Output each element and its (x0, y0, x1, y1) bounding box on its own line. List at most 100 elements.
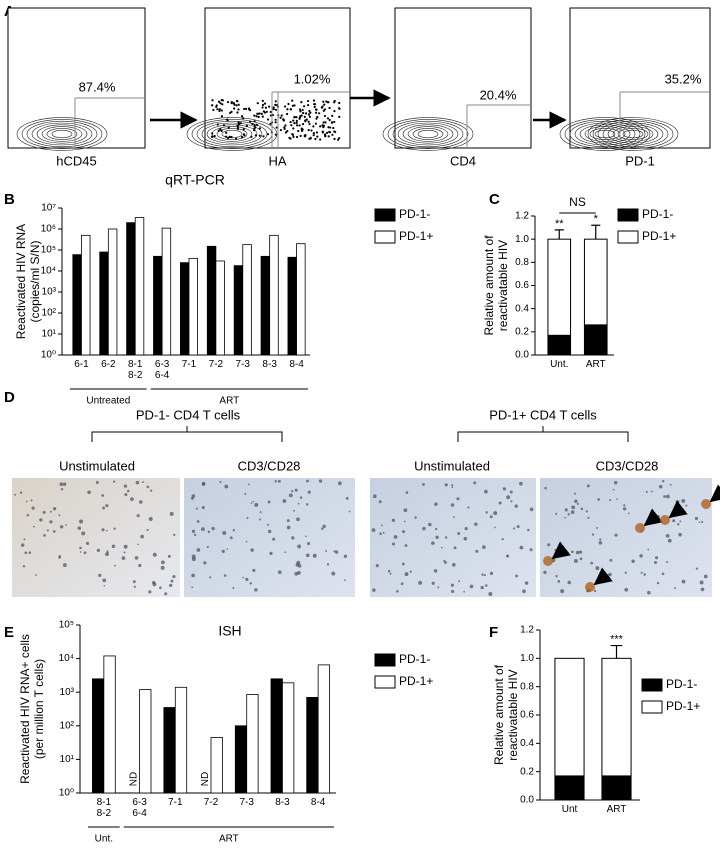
event-dot (319, 125, 322, 128)
cell (679, 520, 682, 523)
cell (23, 538, 26, 541)
cell (560, 589, 565, 594)
event-dot (325, 131, 329, 134)
gate-percent: 35.2% (665, 71, 702, 86)
event-dot (286, 108, 289, 111)
event-dot (236, 111, 239, 114)
x-tick-label: 7-2 (203, 797, 219, 808)
event-dot (274, 133, 277, 136)
event-dot (235, 104, 238, 107)
cell (674, 587, 677, 590)
significance: ** (555, 218, 564, 230)
y-tick-label: 0.4 (520, 738, 534, 749)
event-dot (226, 136, 230, 140)
cell (493, 511, 498, 516)
event-dot (333, 137, 336, 141)
cell (678, 532, 682, 537)
cell (291, 536, 295, 540)
cell (201, 527, 205, 532)
positive-cell (585, 582, 595, 592)
cell (191, 573, 195, 578)
bar (188, 257, 199, 356)
flow-plot-frame (394, 7, 532, 149)
contour (216, 128, 248, 140)
event-dot (282, 118, 285, 121)
cell (463, 536, 468, 541)
event-dot (301, 108, 304, 112)
cell (58, 555, 61, 558)
event-dot (250, 135, 253, 138)
cell (597, 498, 600, 501)
cell (167, 554, 171, 558)
cell (554, 548, 557, 552)
gate (466, 104, 531, 148)
cell (103, 584, 106, 587)
event-dot (314, 137, 317, 141)
event-dot (337, 137, 341, 140)
cell (514, 504, 518, 508)
cell (254, 588, 258, 592)
bar (260, 255, 271, 356)
event-dot (234, 137, 238, 140)
cell (666, 494, 670, 499)
cell (453, 546, 457, 550)
event-dot (322, 109, 325, 112)
event-dot (255, 115, 258, 118)
event-dot (244, 107, 248, 111)
cell (609, 558, 613, 562)
cell (39, 518, 43, 522)
event-dot (312, 125, 315, 128)
contour (186, 117, 278, 151)
event-dot (225, 131, 228, 134)
cell (700, 587, 705, 592)
cell (510, 500, 513, 503)
x-tick-label: 7-1 (181, 359, 197, 370)
condition-label: CD3/CD28 (596, 458, 659, 473)
positive-cell (660, 515, 670, 525)
event-dot (253, 127, 256, 130)
cell (291, 490, 294, 493)
event-dot (268, 105, 271, 108)
event-dot (329, 126, 332, 129)
group-label: Unt. (95, 834, 113, 845)
cell (209, 576, 212, 579)
cell (573, 558, 578, 563)
cell (59, 525, 64, 529)
pointer-arrow (643, 508, 663, 527)
event-dot (251, 122, 254, 126)
cell (391, 518, 396, 523)
positive-cell (543, 556, 553, 566)
legend-swatch (374, 208, 396, 222)
event-dot (293, 116, 296, 119)
cell (306, 479, 309, 483)
cell (475, 549, 479, 553)
cell (58, 514, 61, 517)
event-dot (253, 120, 256, 123)
event-dot (295, 135, 299, 139)
cell (79, 551, 82, 553)
cell (627, 512, 630, 515)
cell (96, 548, 101, 553)
bar (296, 243, 306, 356)
cell (624, 571, 627, 574)
contour (36, 124, 88, 144)
event-dot (274, 103, 277, 106)
event-dot (263, 102, 267, 105)
cell (547, 543, 551, 547)
cell (435, 535, 439, 540)
event-dot (233, 103, 236, 106)
y-tick-label: 0.6 (515, 280, 529, 291)
cell (409, 570, 412, 573)
cell (254, 502, 259, 507)
cell (113, 527, 116, 530)
cell (307, 542, 311, 546)
cell (564, 516, 567, 519)
event-dot (256, 102, 259, 105)
x-tick-label: 6-3 6-4 (154, 359, 170, 381)
contour (21, 119, 103, 149)
cell (469, 584, 474, 589)
event-dot (319, 138, 322, 141)
event-dot (323, 114, 327, 118)
cell (284, 551, 287, 554)
contour (397, 122, 459, 146)
